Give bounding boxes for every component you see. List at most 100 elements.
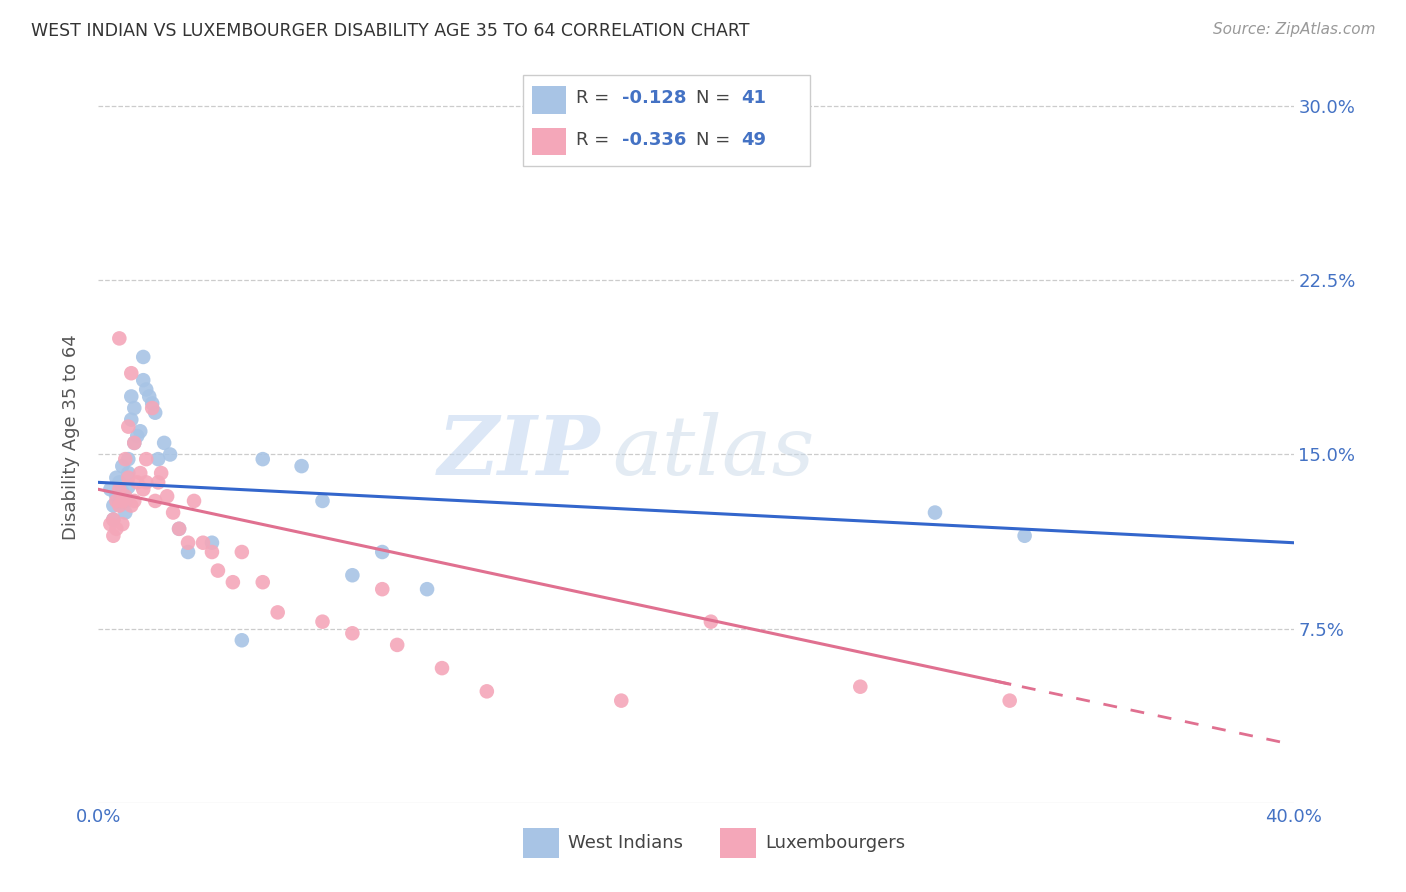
Point — [124, 494, 146, 508]
Text: R =: R = — [576, 89, 616, 107]
Point — [127, 475, 149, 490]
Point — [105, 471, 128, 485]
Text: 41: 41 — [741, 89, 766, 107]
Point — [98, 483, 122, 497]
Point — [342, 568, 364, 582]
Point — [371, 582, 394, 597]
Point — [127, 429, 149, 443]
Point — [111, 494, 134, 508]
Point — [201, 535, 224, 549]
Point — [138, 389, 160, 403]
Point — [103, 499, 125, 513]
Point — [124, 436, 146, 450]
Point — [143, 406, 166, 420]
Text: WEST INDIAN VS LUXEMBOURGER DISABILITY AGE 35 TO 64 CORRELATION CHART: WEST INDIAN VS LUXEMBOURGER DISABILITY A… — [31, 22, 749, 40]
Point — [342, 626, 364, 640]
Point — [103, 512, 125, 526]
Point — [167, 522, 190, 536]
Point — [98, 517, 122, 532]
Point — [120, 412, 142, 426]
Y-axis label: Disability Age 35 to 64: Disability Age 35 to 64 — [62, 334, 80, 540]
Point — [849, 680, 872, 694]
Point — [105, 522, 128, 536]
Point — [156, 489, 179, 503]
FancyBboxPatch shape — [720, 829, 756, 858]
Point — [252, 452, 274, 467]
Point — [311, 615, 333, 629]
Point — [108, 475, 131, 490]
Point — [201, 545, 224, 559]
Point — [117, 471, 139, 485]
Point — [108, 331, 131, 345]
Point — [114, 489, 136, 503]
Point — [111, 517, 134, 532]
Point — [135, 475, 157, 490]
Point — [430, 661, 453, 675]
Point — [143, 494, 166, 508]
Point — [129, 466, 152, 480]
Point — [135, 383, 157, 397]
Point — [222, 575, 245, 590]
Point — [385, 638, 409, 652]
Point — [103, 529, 125, 543]
Point — [105, 494, 128, 508]
Point — [105, 489, 128, 503]
Text: 49: 49 — [741, 131, 766, 149]
Point — [267, 606, 290, 620]
Point — [141, 396, 163, 410]
Point — [132, 483, 155, 497]
Point — [120, 499, 142, 513]
Point — [129, 424, 152, 438]
Point — [177, 545, 200, 559]
Point — [153, 436, 176, 450]
Point — [150, 466, 173, 480]
Text: atlas: atlas — [613, 412, 814, 491]
Point — [124, 401, 146, 415]
Point — [177, 535, 200, 549]
Point — [114, 494, 136, 508]
FancyBboxPatch shape — [523, 829, 558, 858]
Point — [120, 389, 142, 403]
Point — [117, 419, 139, 434]
Point — [108, 499, 131, 513]
Point — [167, 522, 190, 536]
Point — [371, 545, 394, 559]
Point — [120, 366, 142, 380]
Point — [700, 615, 723, 629]
Point — [141, 401, 163, 415]
Point — [183, 494, 205, 508]
Point — [114, 506, 136, 520]
Point — [162, 506, 184, 520]
Point — [103, 512, 125, 526]
Point — [114, 452, 136, 467]
Text: N =: N = — [696, 131, 735, 149]
Text: -0.336: -0.336 — [621, 131, 686, 149]
Point — [159, 448, 181, 462]
Point — [111, 484, 134, 499]
Point — [108, 483, 131, 497]
Point — [135, 452, 157, 467]
Point — [132, 373, 155, 387]
Text: Source: ZipAtlas.com: Source: ZipAtlas.com — [1212, 22, 1375, 37]
Point — [132, 350, 155, 364]
Point — [207, 564, 229, 578]
Point — [311, 494, 333, 508]
Point — [111, 459, 134, 474]
Text: R =: R = — [576, 131, 616, 149]
Point — [924, 506, 946, 520]
Point — [148, 475, 170, 490]
Text: ZIP: ZIP — [437, 412, 600, 491]
Point — [998, 693, 1021, 707]
FancyBboxPatch shape — [533, 86, 565, 114]
Point — [1014, 529, 1036, 543]
Text: Luxembourgers: Luxembourgers — [765, 834, 905, 852]
Text: N =: N = — [696, 89, 735, 107]
Point — [252, 575, 274, 590]
Point — [416, 582, 439, 597]
FancyBboxPatch shape — [523, 75, 810, 167]
Point — [124, 436, 146, 450]
Point — [108, 494, 131, 508]
Point — [231, 545, 253, 559]
Point — [475, 684, 498, 698]
Point — [117, 466, 139, 480]
